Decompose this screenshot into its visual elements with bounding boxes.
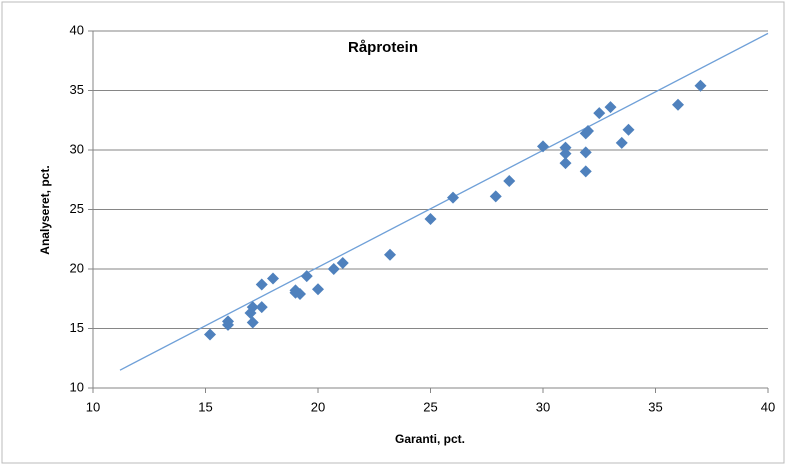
x-tick-label: 20 <box>311 399 325 414</box>
point <box>593 107 606 120</box>
point <box>604 101 617 114</box>
point <box>503 174 516 187</box>
y-tick-label: 30 <box>70 141 84 156</box>
point <box>622 123 635 136</box>
point <box>424 213 437 226</box>
x-tick-label: 15 <box>198 399 212 414</box>
point <box>336 257 349 270</box>
x-tick-label: 30 <box>536 399 550 414</box>
point <box>537 140 549 153</box>
y-tick-label: 15 <box>70 320 84 335</box>
y-tick-label: 40 <box>70 22 84 37</box>
point <box>246 316 259 329</box>
y-tick-label: 35 <box>70 82 84 97</box>
point <box>294 287 306 300</box>
y-tick-label: 25 <box>70 201 84 216</box>
y-tick-label: 10 <box>70 379 84 394</box>
point <box>615 136 628 149</box>
point <box>384 248 396 261</box>
point <box>255 278 268 291</box>
point <box>222 318 234 331</box>
point <box>204 328 216 341</box>
y-tick-label: 20 <box>70 260 84 275</box>
x-tick-label: 25 <box>423 399 437 414</box>
point <box>312 283 324 296</box>
x-tick-label: 35 <box>648 399 662 414</box>
point <box>255 301 268 314</box>
point <box>582 124 594 137</box>
point <box>559 157 572 170</box>
chart-title: Råprotein <box>348 39 418 56</box>
point <box>579 146 592 159</box>
point <box>447 191 459 204</box>
point <box>579 165 592 178</box>
point <box>559 147 572 160</box>
x-axis-label: Garanti, pct. <box>395 432 465 446</box>
point <box>244 307 257 320</box>
x-tick-label: 40 <box>761 399 775 414</box>
y-axis-label: Analyseret, pct. <box>38 165 52 254</box>
point <box>327 263 340 275</box>
point <box>300 270 313 283</box>
point <box>489 190 502 203</box>
x-tick-label: 10 <box>86 399 100 414</box>
point <box>672 98 684 111</box>
point <box>267 272 279 285</box>
reference-line <box>119 32 769 371</box>
point <box>694 79 707 92</box>
